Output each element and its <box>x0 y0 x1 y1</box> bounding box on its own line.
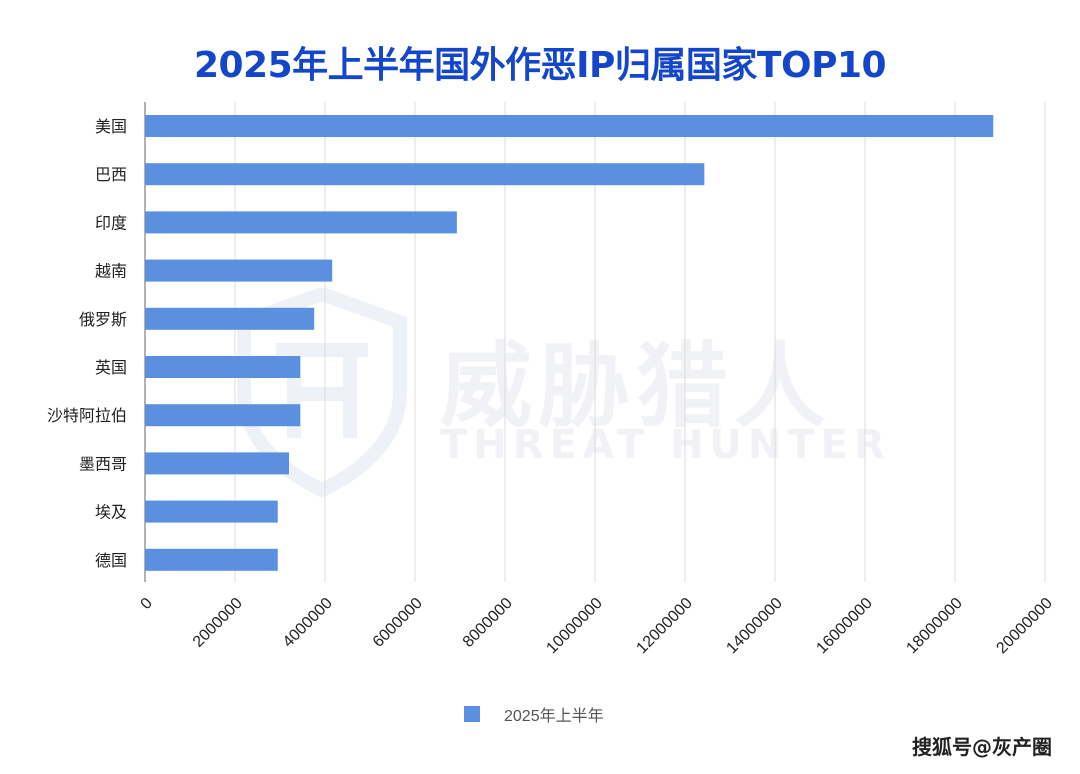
chart-title: 2025年上半年国外作恶IP归属国家TOP10 <box>193 45 887 86</box>
legend-swatch <box>464 706 480 722</box>
bar <box>145 500 278 523</box>
x-tick-label: 0 <box>138 595 156 613</box>
bar <box>145 404 301 427</box>
x-tick-label: 6000000 <box>370 595 426 651</box>
category-label: 德国 <box>95 551 127 570</box>
watermark-subtext: THREAT HUNTER <box>440 422 891 468</box>
bar <box>145 211 457 234</box>
category-label: 沙特阿拉伯 <box>47 406 127 425</box>
bar <box>145 163 705 186</box>
x-tick-label: 12000000 <box>633 595 695 657</box>
x-tick-label: 4000000 <box>280 595 336 651</box>
bar <box>145 452 289 475</box>
x-tick-label: 2000000 <box>190 595 246 651</box>
bar <box>145 307 315 330</box>
bar <box>145 259 333 282</box>
x-tick-label: 14000000 <box>723 595 785 657</box>
legend-label: 2025年上半年 <box>504 708 604 725</box>
x-tick-label: 10000000 <box>543 595 605 657</box>
category-label: 印度 <box>95 213 127 232</box>
category-label: 越南 <box>95 262 127 281</box>
bar <box>145 115 994 137</box>
x-tick-label: 16000000 <box>813 595 875 657</box>
category-label: 美国 <box>95 117 127 136</box>
x-tick-label: 8000000 <box>460 595 516 651</box>
category-label: 墨西哥 <box>79 454 127 473</box>
watermark-text: 威胁猎人 <box>440 333 833 440</box>
x-tick-label: 18000000 <box>903 595 965 657</box>
footer-watermark: 搜狐号@灰产圈 <box>912 735 1052 759</box>
category-label: 俄罗斯 <box>79 310 127 329</box>
bar <box>145 356 301 378</box>
category-label: 巴西 <box>95 165 127 184</box>
legend: 2025年上半年 <box>464 702 604 726</box>
category-label: 英国 <box>95 358 127 377</box>
category-label: 埃及 <box>95 503 127 522</box>
bar <box>145 548 278 571</box>
x-tick-label: 20000000 <box>993 595 1055 657</box>
